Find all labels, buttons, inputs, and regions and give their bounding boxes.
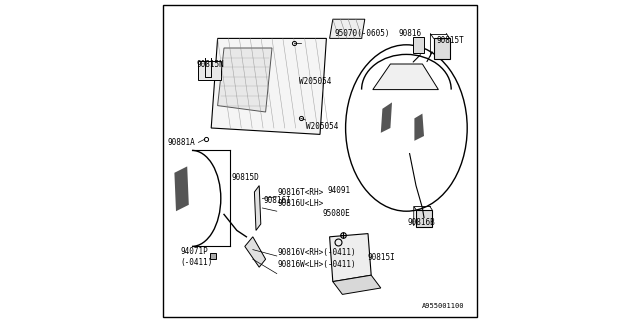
Polygon shape — [333, 275, 381, 294]
Polygon shape — [330, 19, 365, 38]
Text: 90815I: 90815I — [367, 253, 395, 262]
Text: 90816U<LH>: 90816U<LH> — [278, 199, 324, 208]
Polygon shape — [174, 166, 189, 211]
Text: 90816I: 90816I — [264, 196, 292, 204]
Bar — [413, 37, 424, 53]
Polygon shape — [330, 234, 371, 282]
Text: 95070(-0605): 95070(-0605) — [334, 29, 390, 38]
Bar — [198, 61, 221, 80]
Polygon shape — [254, 186, 261, 230]
Text: 90815T: 90815T — [437, 36, 465, 44]
Text: W205054: W205054 — [300, 77, 332, 86]
Text: 90815N: 90815N — [197, 60, 225, 68]
Polygon shape — [381, 102, 392, 133]
Text: 90881A: 90881A — [168, 138, 196, 147]
Bar — [434, 38, 450, 59]
Polygon shape — [211, 38, 326, 134]
Polygon shape — [372, 64, 438, 90]
Text: A955001100: A955001100 — [422, 303, 464, 309]
Bar — [416, 210, 432, 227]
Text: W205054: W205054 — [306, 122, 338, 131]
Text: 90815D: 90815D — [232, 173, 260, 182]
Text: 95080E: 95080E — [323, 209, 350, 218]
Text: 90816B: 90816B — [408, 218, 436, 227]
Polygon shape — [218, 48, 272, 112]
Text: 90816W<LH>(-0411): 90816W<LH>(-0411) — [278, 260, 356, 268]
Text: 90816: 90816 — [398, 29, 422, 38]
Text: 90816V<RH>(-0411): 90816V<RH>(-0411) — [278, 248, 356, 257]
Text: 94071P: 94071P — [180, 247, 208, 256]
Text: 94091: 94091 — [328, 186, 351, 195]
Polygon shape — [415, 114, 424, 141]
Polygon shape — [245, 237, 266, 267]
Text: (-0411): (-0411) — [180, 258, 212, 267]
Text: 90816T<RH>: 90816T<RH> — [278, 188, 324, 197]
